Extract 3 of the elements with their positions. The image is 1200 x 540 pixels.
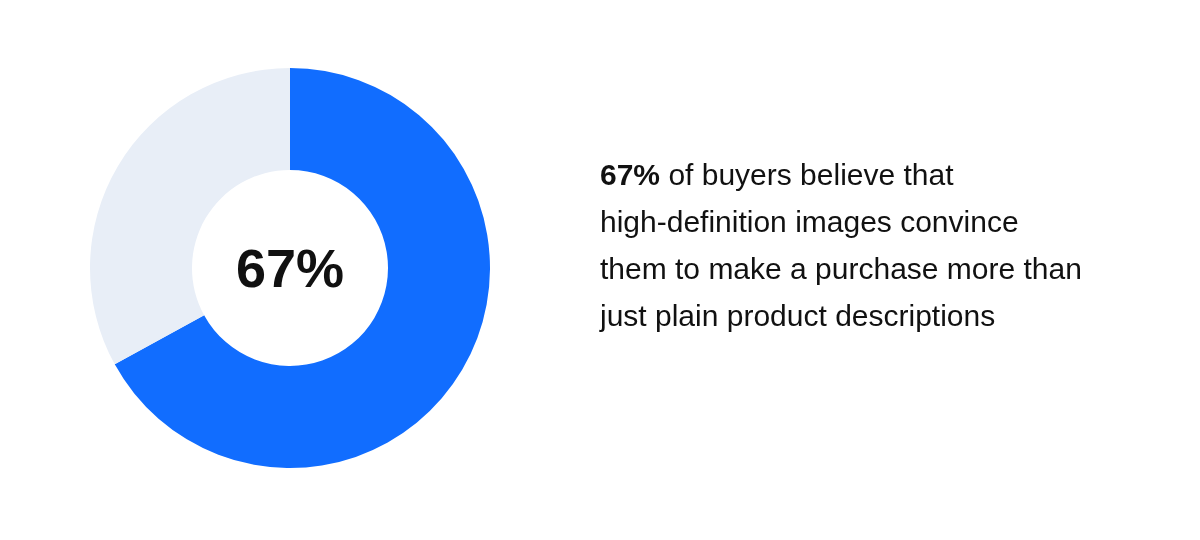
data-label: 67% xyxy=(235,237,345,298)
donut-slice xyxy=(114,68,490,468)
text: 67% of buyers believe that high-definition images convince them to make a purchase more than just plain product descriptions xyxy=(599,158,1082,332)
